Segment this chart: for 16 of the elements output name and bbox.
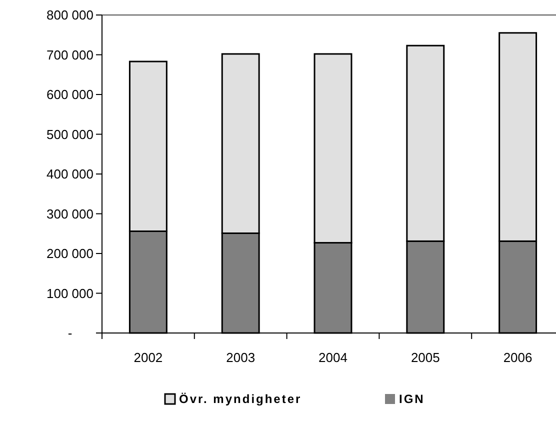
y-tick-label: 200 000 [46,246,94,262]
y-tick-label: 400 000 [46,166,94,182]
y-tick-label: 800 000 [46,8,94,23]
y-tick-label: - [68,326,72,341]
x-tick-label: 2002 [134,350,163,365]
y-tick-label: 700 000 [46,47,94,62]
y-tick-label: 100 000 [46,286,94,301]
x-tick-label: 2006 [503,350,532,365]
y-tick-label: 300 000 [46,206,94,222]
legend-label: IGN [399,392,425,406]
y-tick-label: 600 000 [46,87,94,102]
y-tick-label: 500 000 [46,126,94,142]
x-tick-label: 2003 [226,350,256,365]
x-tick-label: 2004 [318,350,348,365]
legend-label: Övr. myndigheter [179,392,302,406]
x-tick-label: 2005 [410,350,440,365]
